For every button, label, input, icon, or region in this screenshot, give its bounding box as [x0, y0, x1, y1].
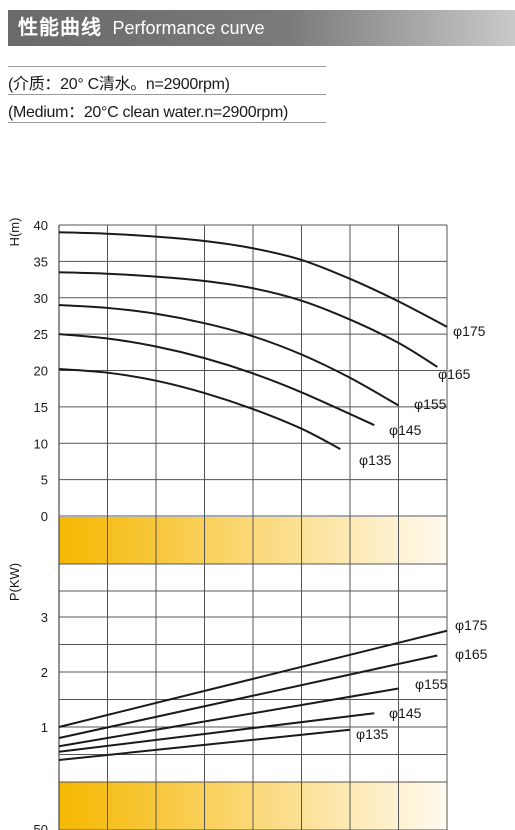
head-axis-label: H(m)	[7, 218, 22, 247]
head-curve-label-1: φ165	[438, 366, 471, 382]
power-curve-label-0: φ175	[455, 617, 488, 633]
head-curve-3	[58, 333, 375, 426]
header-title: 性能曲线 Performance curve	[18, 10, 265, 48]
power-curve-label-2: φ155	[415, 676, 448, 692]
header-title-cn: 性能曲线	[18, 17, 102, 39]
head-ytick-label-5: 15	[34, 400, 48, 415]
head-curve-4	[58, 368, 341, 450]
power-ytick-label-0: 3	[41, 610, 48, 625]
section-header: 性能曲线 Performance curve	[8, 10, 515, 46]
head-curve-label-2: φ155	[414, 396, 447, 412]
note-divider-middle	[8, 94, 326, 95]
head-ytick-label-0: 40	[34, 218, 48, 233]
power-curve-3	[58, 712, 375, 753]
power-curve-label-4: φ135	[356, 726, 389, 742]
medium-note-en: (Medium：20°C clean water.n=2900rpm)	[8, 104, 289, 121]
power-curve-0	[58, 629, 448, 728]
head-ytick-label-1: 35	[34, 254, 48, 269]
head-ytick-label-3: 25	[34, 327, 48, 342]
head-ytick-label-7: 5	[41, 473, 48, 488]
power-ytick-label-2: 1	[41, 720, 48, 735]
power-curve-2	[58, 687, 399, 748]
power-ytick-label-1: 2	[41, 665, 48, 680]
head-curve-label-3: φ145	[389, 422, 422, 438]
power-axis-label: P(KW)	[7, 563, 22, 601]
note-divider-top	[8, 66, 326, 67]
head-curve-label-0: φ175	[453, 323, 486, 339]
power-curve-1	[58, 654, 438, 739]
head-curve-1	[58, 271, 438, 368]
head-ytick-label-6: 10	[34, 436, 48, 451]
head-ytick-label-4: 20	[34, 364, 48, 379]
head-ytick-label-2: 30	[34, 291, 48, 306]
head-ytick-label-8: 0	[41, 509, 48, 524]
head-curve-2	[58, 304, 399, 407]
power-curve-label-3: φ145	[389, 705, 422, 721]
flow-ytick-label-0: 50	[34, 822, 48, 830]
head-curve-label-4: φ135	[359, 452, 392, 468]
head-curve-0	[58, 231, 448, 328]
medium-note-cn: (介质：20° C清水。n=2900rpm)	[8, 76, 230, 93]
header-title-en: Performance curve	[112, 18, 265, 38]
power-curve-label-1: φ165	[455, 646, 488, 662]
power-curve-4	[58, 728, 351, 761]
note-divider-bottom	[8, 122, 326, 123]
